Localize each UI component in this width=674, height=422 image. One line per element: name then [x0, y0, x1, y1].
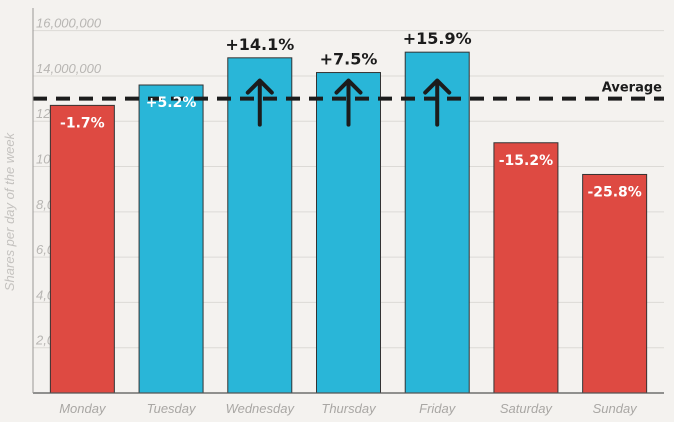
- bar-label-friday: +15.9%: [403, 29, 472, 48]
- y-tick-label: 16,000,000: [36, 16, 102, 31]
- average-label: Average: [602, 81, 662, 96]
- bar-label-wednesday: +14.1%: [225, 35, 294, 54]
- y-axis-label: Shares per day of the week: [2, 131, 17, 291]
- y-tick-label: 14,000,000: [36, 61, 102, 76]
- bar-label-sunday: -25.8%: [587, 184, 641, 200]
- up-arrow-icon: [334, 78, 363, 127]
- up-arrow-icon: [245, 78, 274, 127]
- x-tick-label-wednesday: Wednesday: [226, 401, 296, 416]
- x-axis-categories: Monday Tuesday Wednesday Thursday Friday Satu…: [59, 401, 638, 416]
- x-tick-label-thursday: Thursday: [321, 401, 377, 416]
- x-tick-label-monday: Monday: [59, 401, 107, 416]
- bar-sunday: [582, 173, 648, 394]
- x-tick-label-sunday: Sunday: [593, 401, 639, 416]
- bar-label-tuesday: +5.2%: [146, 95, 197, 111]
- bar-labels: -1.7% +5.2% +14.1% +7.5% +15.9% -15.2% -25.8%: [60, 29, 642, 200]
- x-tick-label-saturday: Saturday: [500, 401, 554, 416]
- bar-monday: [49, 104, 115, 394]
- bar-label-monday: -1.7%: [60, 115, 105, 131]
- bar-label-saturday: -15.2%: [499, 153, 553, 169]
- average-line-group: Average: [33, 81, 664, 101]
- bar-tuesday: [138, 84, 204, 394]
- up-arrow-icon: [423, 78, 452, 127]
- bar-saturday: [493, 142, 559, 394]
- arrows: [245, 78, 452, 127]
- x-tick-label-tuesday: Tuesday: [147, 401, 197, 416]
- bars: [49, 51, 648, 394]
- bar-label-thursday: +7.5%: [320, 50, 378, 69]
- x-tick-label-friday: Friday: [419, 401, 457, 416]
